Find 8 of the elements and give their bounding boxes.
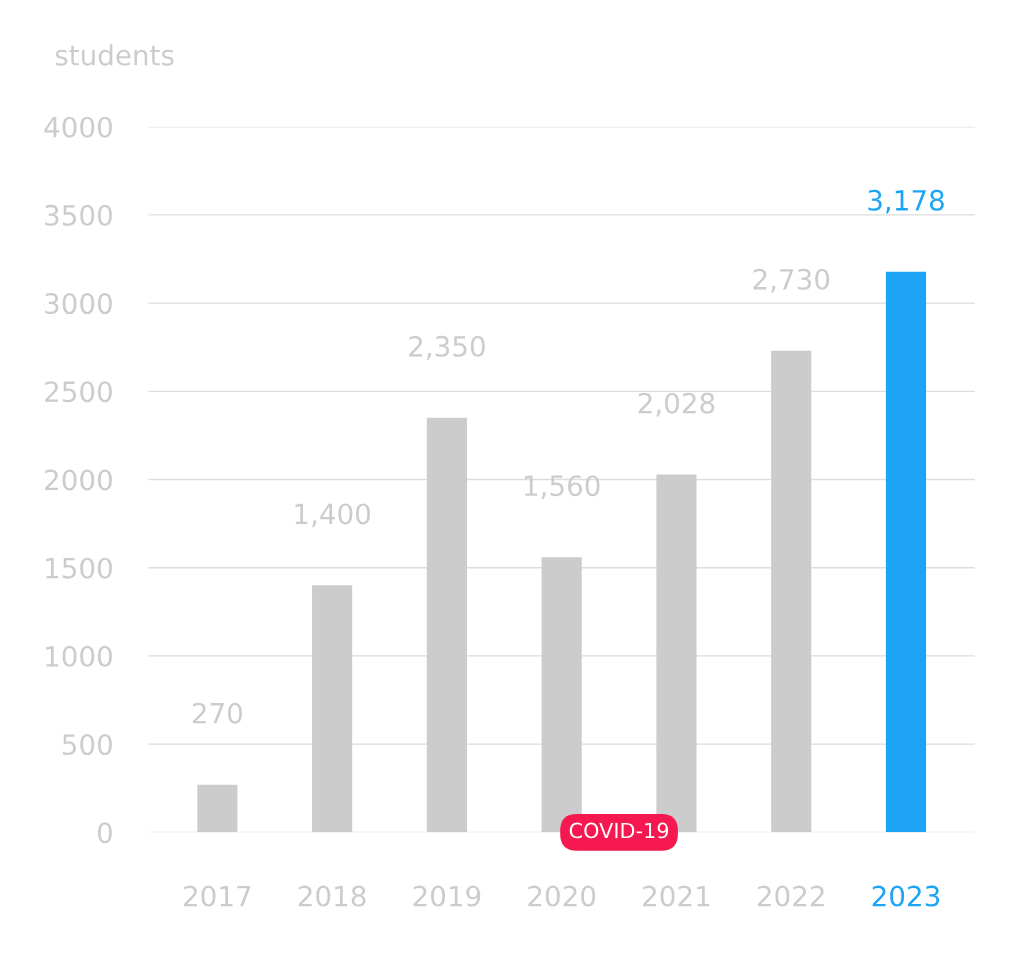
bar [197, 784, 238, 833]
bar [885, 271, 927, 833]
data-label: 3,178 [868, 189, 944, 214]
annotation: COVID-19 [569, 822, 669, 839]
x-tick-label: 2023 [872, 885, 940, 907]
bar [426, 417, 467, 833]
bar [312, 585, 353, 833]
bar [771, 350, 812, 833]
